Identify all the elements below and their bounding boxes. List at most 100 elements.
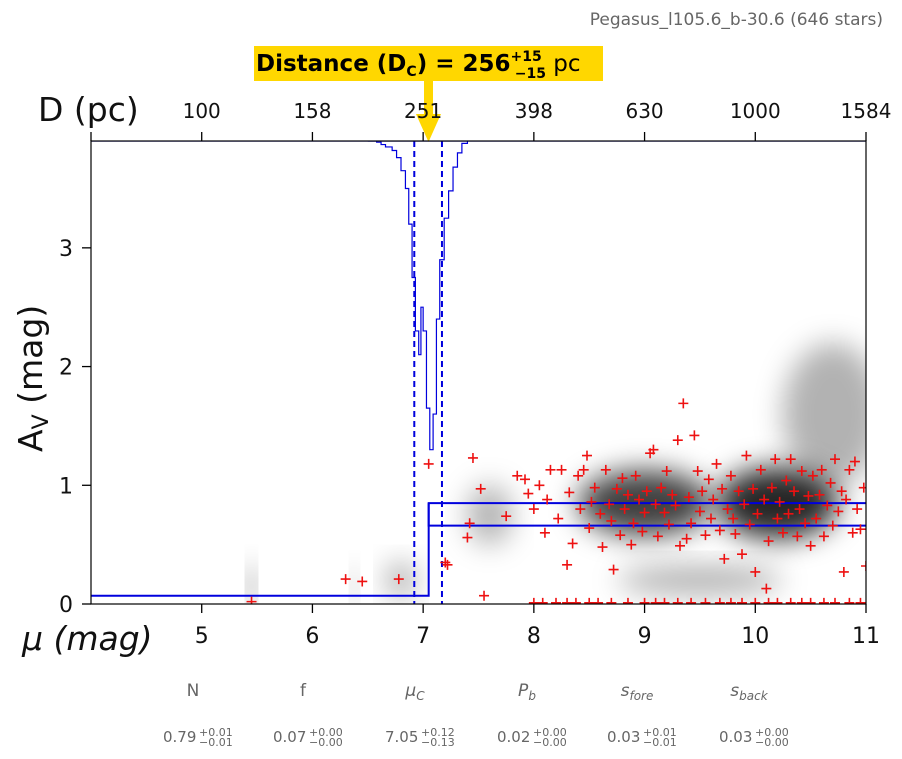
density-blob: [616, 565, 783, 596]
star-point: [528, 597, 539, 604]
distance-sub: C: [406, 64, 416, 80]
x-axis-title-text: μ (mag): [21, 619, 153, 658]
star-point: [818, 597, 829, 604]
top-tick-label: 1000: [730, 99, 781, 123]
y-tick-label: 2: [59, 356, 73, 381]
x-tick-label: 9: [638, 624, 652, 649]
top-tick-label: 100: [183, 99, 221, 123]
density-blob: [351, 568, 358, 604]
star-point: [656, 482, 667, 493]
param-err-plus: +0.12: [421, 726, 455, 739]
star-point: [714, 597, 725, 604]
star-point: [604, 499, 615, 510]
star-point: [628, 518, 639, 529]
param-err-plus: +0.01: [199, 726, 233, 739]
star-point: [593, 597, 604, 604]
distance-err-plus: +15: [511, 49, 542, 65]
density-blob: [387, 562, 415, 599]
star-point: [800, 518, 811, 529]
star-point: [575, 504, 586, 515]
star-point: [816, 464, 827, 475]
top-tick-label: 630: [625, 99, 663, 123]
star-point: [748, 483, 759, 494]
star-point: [595, 508, 606, 519]
star-point: [393, 574, 404, 585]
star-point: [553, 513, 564, 524]
star-point: [708, 494, 719, 505]
top-tick-label: 398: [515, 99, 553, 123]
star-point: [606, 597, 617, 604]
star-point: [725, 597, 736, 604]
star-point: [763, 536, 774, 547]
star-point: [600, 464, 611, 475]
star-point: [833, 506, 844, 517]
star-point: [672, 597, 683, 604]
star-point: [855, 597, 866, 604]
star-point: [827, 520, 838, 531]
star-point: [777, 527, 788, 538]
star-point: [440, 557, 451, 568]
star-point: [781, 475, 792, 486]
star-point: [512, 470, 523, 481]
param-name: μC: [404, 681, 425, 703]
star-point: [759, 494, 770, 505]
star-point: [739, 499, 750, 510]
param-value: 0.02: [497, 728, 530, 746]
star-point: [659, 597, 670, 604]
star-point: [551, 597, 561, 604]
star-point: [246, 596, 257, 604]
star-point: [807, 470, 818, 481]
y-axis-title-sub: V: [29, 414, 54, 429]
star-point: [772, 513, 783, 524]
star-point: [467, 452, 478, 463]
star-point: [523, 488, 534, 499]
density-map: [248, 342, 866, 604]
star-point: [667, 489, 678, 500]
star-point: [836, 486, 847, 497]
param-err-plus: +0.00: [755, 726, 789, 739]
distance-err-minus: −15: [515, 66, 546, 82]
star-point: [792, 531, 803, 542]
top-tick-label: 158: [293, 99, 331, 123]
star-point: [542, 494, 553, 505]
star-point: [462, 532, 473, 543]
star-point: [562, 597, 573, 604]
x-axis: 5 6 7 8 9 10 11: [195, 604, 880, 649]
star-point: [584, 523, 595, 534]
distance-prefix: Distance (D: [256, 51, 406, 77]
star-point: [728, 513, 739, 524]
star-point: [818, 531, 829, 542]
distance-unit: pc: [546, 51, 581, 77]
star-point: [722, 504, 733, 515]
star-point: [573, 470, 584, 481]
param-3: Pb 0.02 +0.00−0.00: [497, 681, 567, 749]
star-point: [423, 458, 434, 469]
star-point: [537, 597, 548, 604]
param-2: μC 7.05 +0.12−0.13: [385, 681, 455, 749]
star-point: [719, 553, 730, 564]
star-point: [700, 597, 711, 604]
star-point: [634, 494, 645, 505]
star-point: [737, 549, 747, 560]
star-point: [763, 597, 774, 604]
param-1: f 0.07 +0.00−0.00: [273, 681, 343, 749]
mu-c-posterior-curve: [367, 141, 469, 451]
star-markers: [246, 398, 866, 604]
param-err-minus: −0.00: [309, 736, 343, 749]
star-point: [475, 483, 486, 494]
distance-arrow: [416, 81, 441, 142]
star-point: [689, 430, 700, 441]
x-tick-label: 10: [741, 624, 769, 649]
star-point: [564, 487, 575, 498]
star-point: [697, 486, 708, 497]
star-point: [608, 564, 619, 575]
star-point: [683, 492, 694, 503]
y-axis-title-unit: (mag): [11, 305, 50, 415]
star-point: [340, 574, 351, 585]
x-tick-label: 5: [195, 624, 209, 649]
star-point: [700, 530, 711, 541]
star-point: [578, 464, 589, 475]
star-point: [622, 489, 633, 500]
star-point: [744, 519, 755, 530]
